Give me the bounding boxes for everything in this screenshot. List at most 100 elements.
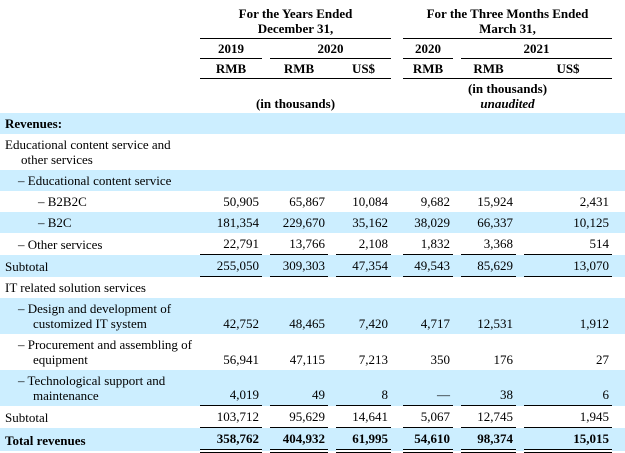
header-year-2019: 2019	[200, 38, 262, 59]
spacer-cell	[391, 233, 403, 255]
spacer-cell	[328, 212, 336, 233]
spacer-cell	[612, 79, 625, 114]
spacer-cell	[612, 212, 625, 233]
cell-value: 7,213	[358, 351, 388, 367]
table-row-edu-group-heading: Educational content service and other se…	[0, 134, 625, 170]
spacer-cell	[391, 134, 403, 170]
spacer-cell	[612, 4, 625, 39]
spacer-cell	[453, 113, 461, 134]
spacer-cell	[453, 427, 461, 451]
cell	[524, 170, 612, 191]
cell-value: 4,019	[200, 369, 262, 406]
cell-value: 49	[270, 369, 328, 406]
spacer-cell	[262, 427, 270, 451]
spacer-cell	[328, 406, 336, 428]
spacer-cell	[391, 254, 403, 277]
spacer-cell	[516, 277, 524, 298]
spacer-cell	[612, 39, 625, 59]
cell-value: 13,766	[270, 233, 328, 255]
table-row-tech-support: – Technological support and maintenance …	[0, 369, 625, 406]
spacer-cell	[262, 191, 270, 212]
cell-value: 10,125	[524, 212, 612, 233]
cell-value: 85,629	[461, 254, 516, 277]
cell-value: 15,015	[524, 427, 612, 453]
cell-value: 6	[524, 369, 612, 406]
spacer-cell	[516, 334, 524, 370]
spacer-cell	[612, 369, 625, 406]
row-label: Revenues:	[0, 113, 200, 134]
header-year-2021: 2021	[461, 38, 612, 59]
spacer-cell	[262, 58, 270, 79]
spacer-cell	[612, 233, 625, 255]
cell-value: 181,354	[200, 212, 262, 233]
cell-value: 2,431	[579, 194, 609, 209]
spacer-cell	[262, 170, 270, 191]
cell-value: 12,745	[461, 405, 516, 428]
spacer-cell	[328, 334, 336, 370]
header-currency-rmb-2021: RMB	[461, 58, 516, 79]
cell	[461, 134, 516, 170]
header-group1-title: For the Years Ended December 31,	[200, 4, 391, 39]
spacer-cell	[516, 369, 524, 406]
cell-value: 350	[430, 351, 451, 367]
spacer-cell	[328, 254, 336, 277]
revenues-table: For the Years Ended December 31, For the…	[0, 4, 625, 453]
spacer-cell	[391, 113, 403, 134]
spacer-cell	[391, 79, 403, 114]
row-label: – Procurement and assembling of equipmen…	[18, 336, 193, 367]
spacer-cell	[391, 369, 403, 406]
header-currency-rmb-2019: RMB	[200, 58, 262, 79]
cell	[524, 134, 612, 170]
spacer-cell	[391, 297, 403, 334]
cell-value: 66,337	[461, 212, 516, 233]
spacer-cell	[453, 134, 461, 170]
spacer-cell	[391, 334, 403, 370]
cell-value: 61,995	[336, 427, 391, 453]
spacer-cell	[453, 297, 461, 334]
cell-value: 1,945	[524, 405, 612, 428]
header-group2-title: For the Three Months Ended March 31,	[403, 4, 612, 39]
header-group1-note: (in thousands)	[255, 96, 336, 111]
spacer-cell	[262, 406, 270, 428]
spacer-cell	[391, 277, 403, 298]
cell-value: 49,543	[403, 254, 453, 277]
spacer-cell	[0, 4, 200, 39]
cell-value: 229,670	[270, 212, 328, 233]
spacer-cell	[612, 59, 625, 79]
spacer-cell	[0, 39, 200, 59]
spacer-cell	[516, 233, 524, 255]
cell-value: 255,050	[200, 254, 262, 277]
cell-value: 65,867	[289, 194, 325, 209]
header-year-2020-q: 2020	[403, 38, 453, 59]
table-row-b2b2c: – B2B2C 50,905 65,867 10,084 9,682 15,92…	[0, 191, 625, 212]
cell	[200, 113, 262, 134]
cell-value: 12,531	[461, 297, 516, 334]
spacer-cell	[0, 79, 200, 114]
spacer-cell	[516, 58, 524, 79]
cell	[524, 113, 612, 134]
cell-value: 47,115	[289, 351, 325, 367]
spacer-cell	[262, 334, 270, 370]
spacer-cell	[453, 39, 461, 59]
cell-value: 358,762	[200, 427, 262, 453]
spacer-cell	[612, 427, 625, 451]
header-currency-row: RMB RMB US$ RMB RMB US$	[0, 58, 625, 79]
cell	[336, 277, 391, 298]
row-label: – Technological support and maintenance	[0, 369, 200, 406]
header-group2-title-line2: March 31,	[479, 21, 536, 36]
spacer-cell	[516, 170, 524, 191]
row-label: Educational content service and other se…	[5, 137, 171, 167]
cell-value: 42,752	[200, 297, 262, 334]
row-label: – B2B2C	[38, 194, 87, 209]
cell	[403, 113, 453, 134]
spacer-cell	[516, 254, 524, 277]
table-row-procurement: – Procurement and assembling of equipmen…	[0, 334, 625, 370]
row-label: – B2C	[0, 212, 200, 233]
cell-value: 95,629	[270, 405, 328, 428]
spacer-cell	[612, 113, 625, 134]
spacer-cell	[262, 254, 270, 277]
spacer-cell	[612, 297, 625, 334]
cell	[461, 277, 516, 298]
cell-value: 10,084	[352, 194, 388, 209]
